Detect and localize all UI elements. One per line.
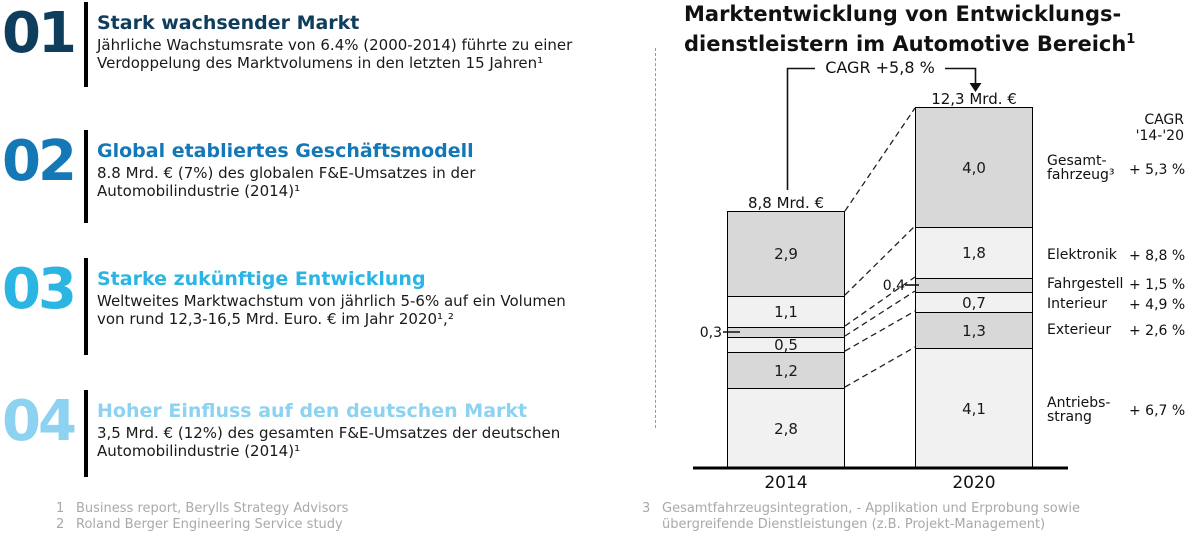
point-text: 8.8 Mrd. € (7%) des globalen F&E-Umsatze… — [97, 164, 476, 182]
footnotes-left: 1 Business report, Berylls Strategy Advi… — [56, 501, 348, 533]
accent-bar — [84, 2, 88, 87]
point-title: Stark wachsender Markt — [97, 12, 360, 34]
segment-interieur-2020: 0,7 — [916, 292, 1032, 312]
connector-top — [844, 107, 916, 212]
footnote-3: 3 Gesamtfahrzeugsintegration, - Applikat… — [642, 501, 1080, 532]
category-label-exterieur: Exterieur — [1047, 322, 1112, 338]
point-text: Automobilindustrie (2014)¹ — [97, 182, 301, 200]
point-text: Jährliche Wachstumsrate von 6.4% (2000-2… — [97, 36, 573, 54]
cagr-value-interieur: + 4,9 % — [1129, 297, 1186, 313]
footnote-2: 2 Roland Berger Engineering Service stud… — [56, 517, 343, 532]
section-divider — [655, 48, 656, 428]
chart-title-line1: Marktentwicklung von Entwicklungs- — [684, 2, 1122, 26]
segment-fahrgestell-2020 — [916, 278, 1032, 292]
cagr-value-antriebsstrang: + 6,7 % — [1129, 403, 1186, 419]
bar-total-2014: 8,8 Mrd. € — [747, 194, 825, 212]
cagr-value-fahrgestell: + 1,5 % — [1129, 277, 1186, 293]
category-label-antriebsstrang: Antriebs- strang — [1047, 395, 1111, 425]
footnote-1: 1 Business report, Berylls Strategy Advi… — [56, 501, 349, 516]
category-label-elektronik: Elektronik — [1047, 247, 1117, 263]
segment-interieur-2014: 0,5 — [728, 336, 844, 354]
bar-total-2020: 12,3 Mrd. € — [931, 90, 1017, 108]
segment-label-fahrgestell-2014: 0,3 — [699, 325, 722, 341]
segment-label-fahrgestell-2020: 0,4 — [882, 278, 905, 294]
cagr-column-header: CAGR '14-'20 — [1135, 112, 1184, 144]
footnote-marker: 1 — [1126, 32, 1136, 47]
point-text: Verdoppelung des Marktvolumens in den le… — [97, 54, 544, 72]
point-number: 02 — [2, 129, 77, 194]
point-text: 3,5 Mrd. € (12%) des gesamten F&E-Umsatz… — [97, 424, 561, 442]
cagr-value-gesamtfahrzeug: + 5,3 % — [1129, 162, 1186, 178]
chart-title-line2: dienstleistern im Automotive Bereich1 — [684, 32, 1136, 56]
accent-bar — [84, 258, 88, 355]
cagr-value-exterieur: + 2,6 % — [1129, 323, 1186, 339]
segment-exterieur-2020: 1,3 — [916, 312, 1032, 348]
footnote-right: 3 Gesamtfahrzeugsintegration, - Applikat… — [642, 501, 1080, 533]
connector-exterieur — [844, 346, 916, 388]
axis-label-2020: 2020 — [952, 473, 996, 493]
segment-gesamtfahrzeug-2014: 2,9 — [728, 212, 844, 296]
segment-gesamtfahrzeug-2020: 4,0 — [916, 108, 1032, 227]
segment-fahrgestell-2014 — [728, 327, 844, 337]
connector-fahrgestell — [844, 290, 916, 337]
point-text: von rund 12,3-16,5 Mrd. Euro. € im Jahr … — [97, 310, 454, 328]
segment-antriebsstrang-2020: 4,1 — [916, 348, 1032, 468]
point-title: Starke zukünftige Entwicklung — [97, 268, 426, 290]
category-label-gesamtfahrzeug: Gesamt- fahrzeug³ — [1047, 153, 1115, 183]
point-number: 04 — [2, 389, 77, 454]
accent-bar — [84, 390, 88, 477]
segment-antriebsstrang-2014: 2,8 — [728, 388, 844, 468]
cagr-value-elektronik: + 8,8 % — [1129, 248, 1186, 264]
category-label-interieur: Interieur — [1047, 296, 1107, 312]
point-text: Weltweites Marktwachstum von jährlich 5-… — [97, 292, 566, 310]
connector-interieur — [844, 310, 916, 352]
point-text: Automobilindustrie (2014)¹ — [97, 442, 301, 460]
stacked-bar-2020: 4,0 1,8 0,7 1,3 4,1 — [915, 107, 1033, 469]
point-title: Global etabliertes Geschäftsmodell — [97, 140, 474, 162]
category-label-fahrgestell: Fahrgestell — [1047, 276, 1124, 292]
chart-title: Marktentwicklung von Entwicklungs- diens… — [684, 2, 1135, 57]
stacked-bar-2014: 2,9 1,1 0,5 1,2 2,8 — [727, 211, 845, 469]
point-number: 03 — [2, 257, 77, 322]
segment-exterieur-2014: 1,2 — [728, 352, 844, 388]
segment-elektronik-2014: 1,1 — [728, 296, 844, 327]
cagr-total-label: CAGR +5,8 % — [815, 59, 945, 77]
axis-label-2014: 2014 — [764, 473, 808, 493]
segment-elektronik-2020: 1,8 — [916, 227, 1032, 278]
point-number: 01 — [2, 1, 77, 66]
accent-bar — [84, 130, 88, 223]
point-title: Hoher Einfluss auf den deutschen Markt — [97, 400, 528, 422]
